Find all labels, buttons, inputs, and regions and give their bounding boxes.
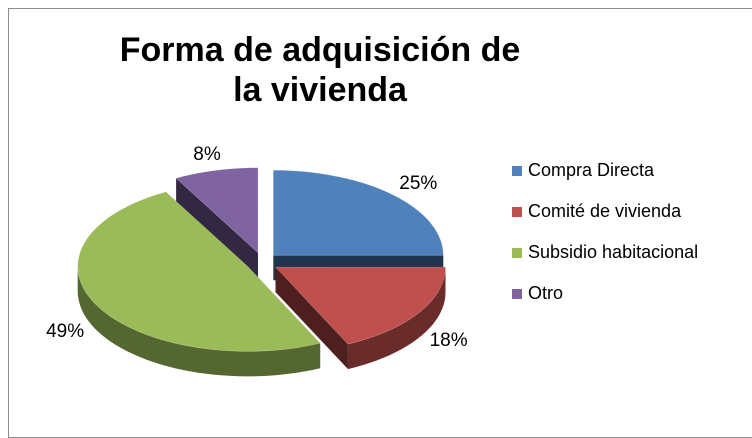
- legend-swatch: [512, 207, 522, 217]
- slice-wall: [275, 267, 348, 370]
- data-label: 49%: [46, 321, 84, 342]
- legend-item: Comité de vivienda: [512, 201, 747, 222]
- legend-swatch: [512, 248, 522, 258]
- legend-item: Otro: [512, 283, 747, 304]
- slice: [175, 167, 259, 254]
- legend-item: Compra Directa: [512, 160, 747, 181]
- legend-item: Subsidio habitacional: [512, 242, 747, 263]
- slice-rim: [347, 267, 446, 370]
- legend-label: Comité de vivienda: [528, 201, 682, 221]
- legend-label: Subsidio habitacional: [528, 242, 699, 262]
- legend-label: Compra Directa: [528, 160, 655, 180]
- slice-wall: [176, 178, 259, 278]
- chart-title: Forma de adquisición de la vivienda: [119, 31, 521, 109]
- legend-swatch: [512, 166, 522, 176]
- slice: [77, 191, 321, 352]
- legend-swatch: [512, 289, 522, 299]
- data-label: 25%: [399, 173, 437, 194]
- data-label: 18%: [430, 330, 468, 351]
- legend-label: Otro: [528, 283, 564, 303]
- slice-side: [176, 178, 259, 278]
- slice: [273, 169, 444, 256]
- slice-rim: [77, 266, 321, 377]
- chart: 25% 18% 49% 8% Forma de adquisición de la v…: [8, 8, 752, 438]
- slice: [274, 266, 446, 345]
- legend: Compra Directa Comité de vivienda Subsidio…: [512, 160, 747, 324]
- data-label: 8%: [193, 144, 221, 165]
- pie-area: 25% 18% 49% 8%: [46, 144, 468, 377]
